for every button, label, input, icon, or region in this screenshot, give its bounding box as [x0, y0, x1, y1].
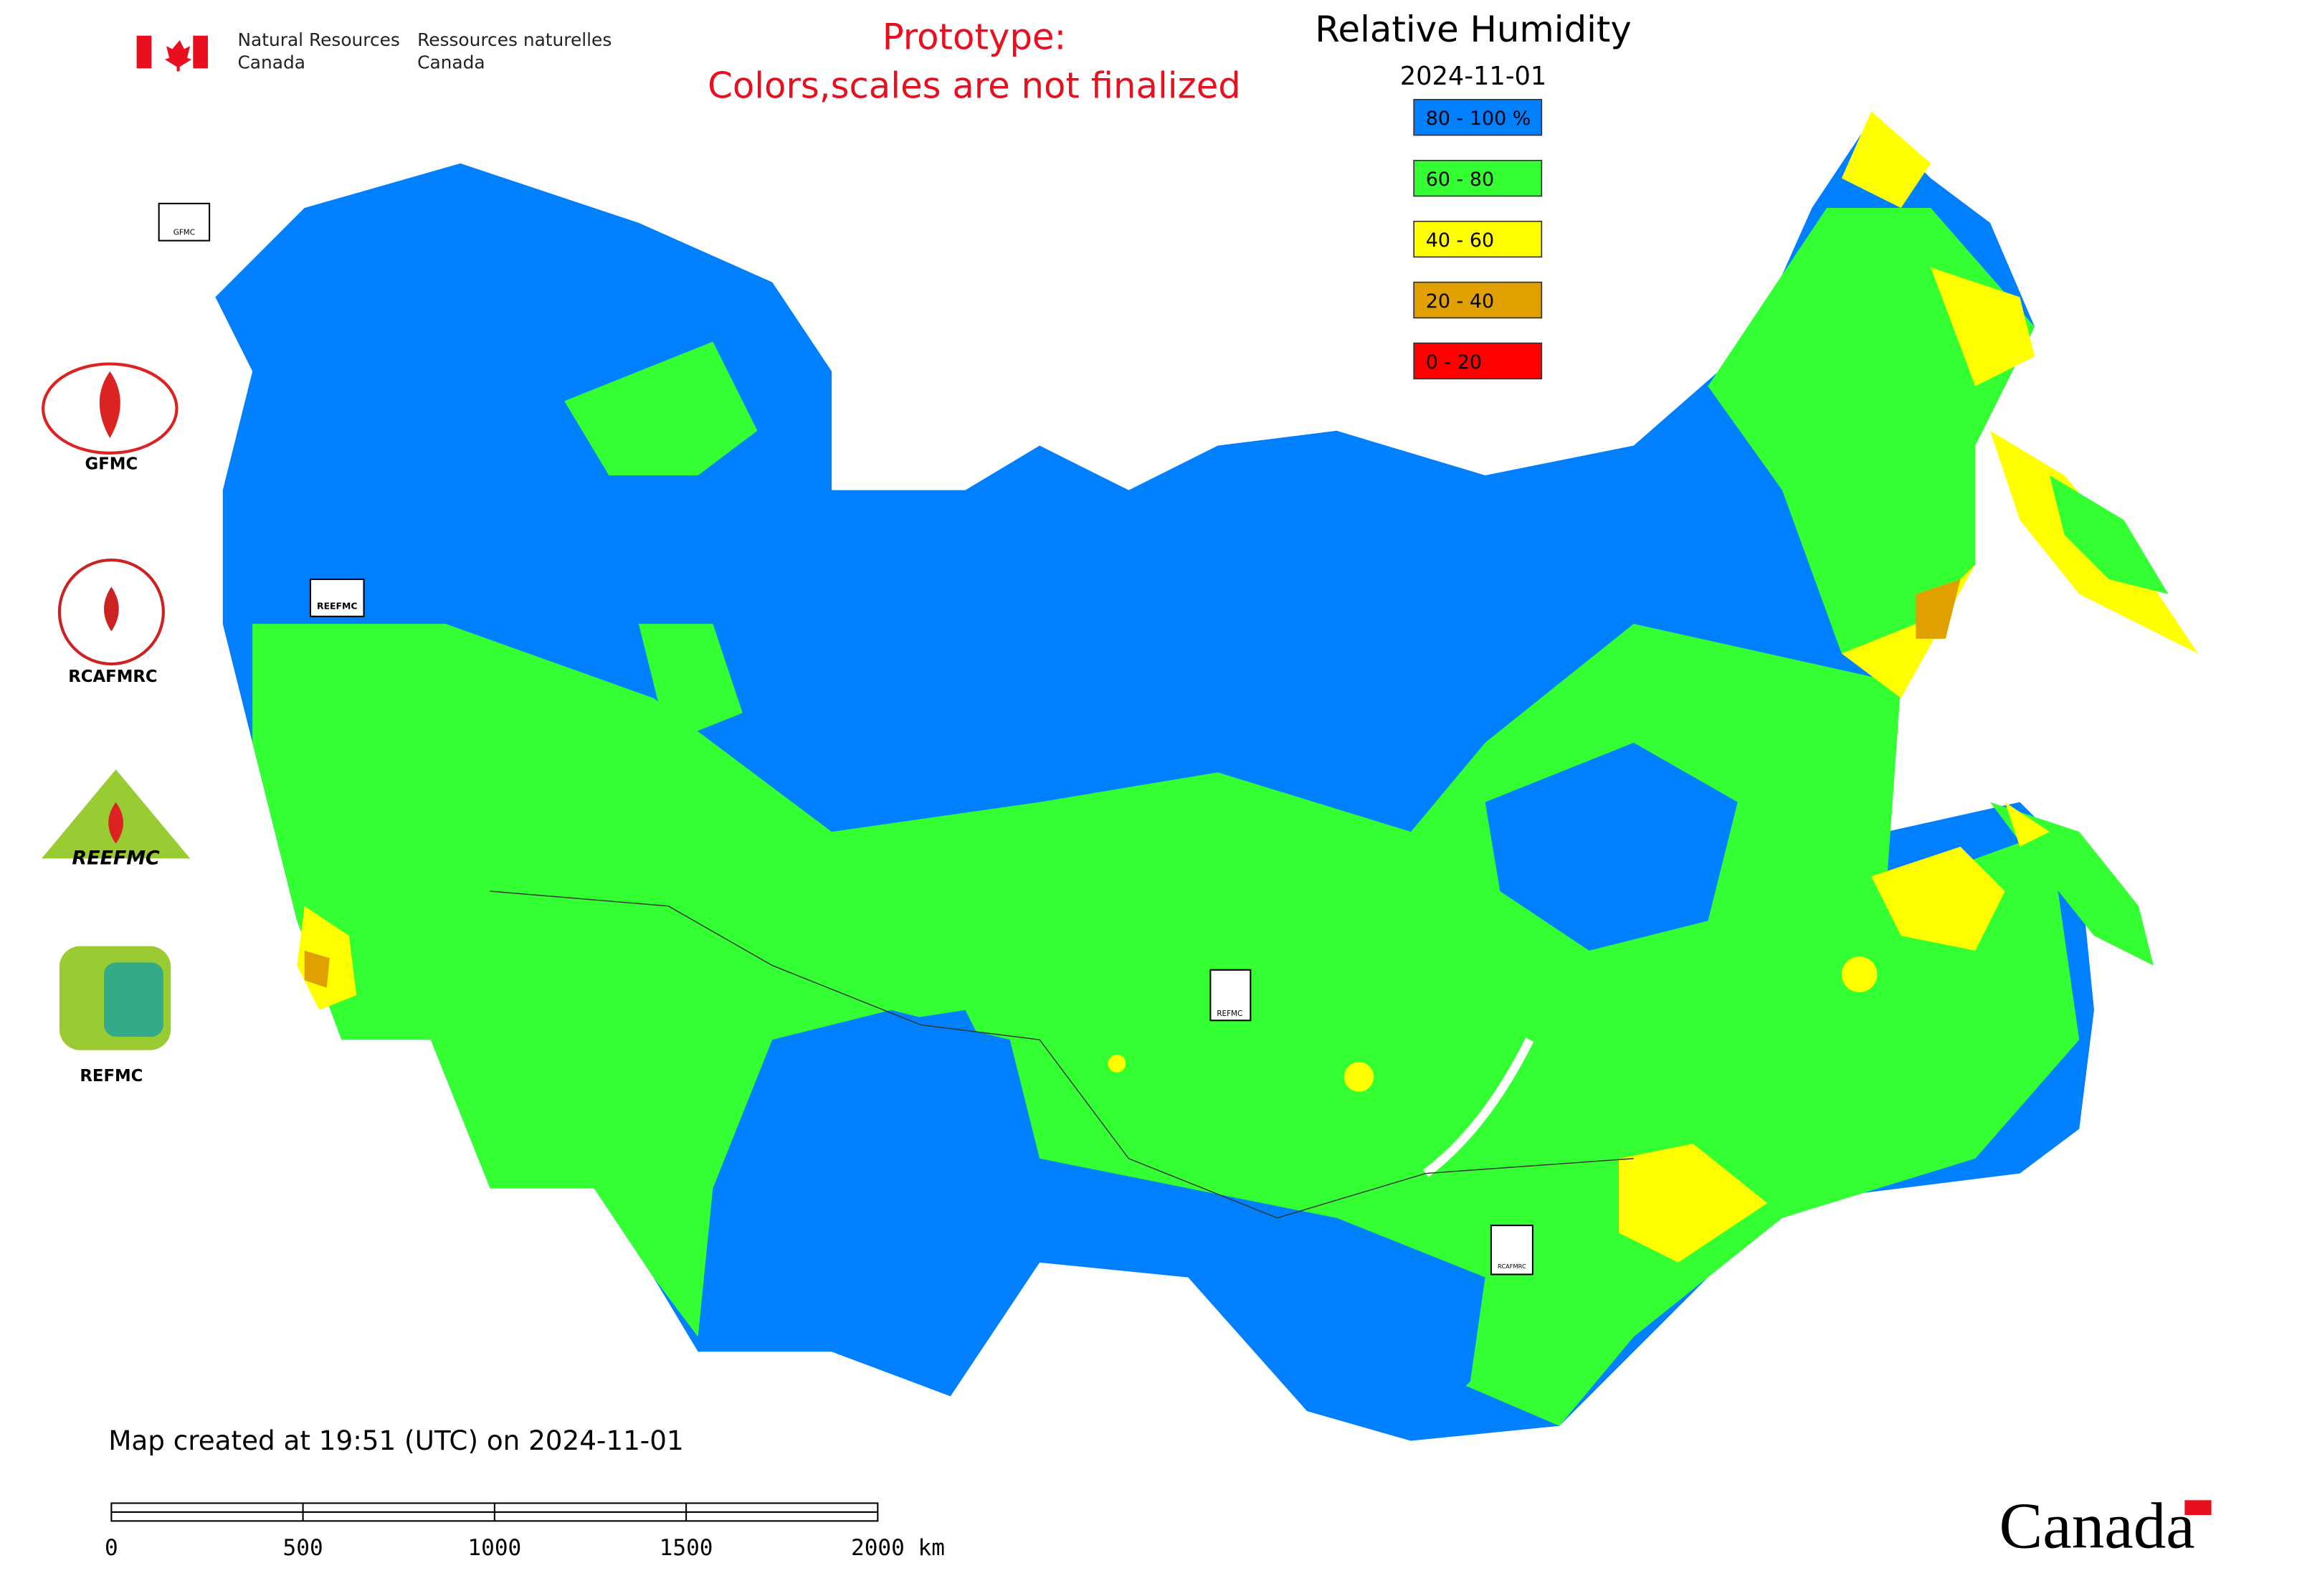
logo-label: REEFMC [72, 847, 160, 870]
legend-label: 40 - 60 [1426, 229, 1494, 252]
legend-swatch [1413, 159, 1543, 197]
wordmark-flag [2184, 1500, 2212, 1516]
badge-label: REFMC [1217, 1010, 1242, 1018]
legend-label: 80 - 100 % [1426, 108, 1531, 130]
canada-flag [136, 35, 209, 72]
badges [158, 202, 1533, 1276]
agency-fr: Ressources naturelles [417, 29, 612, 50]
legend-swatch [1413, 281, 1543, 319]
legend-date: 2024-11-01 [1400, 62, 1547, 91]
logo-label: GFMC [85, 455, 138, 474]
notice: Prototype: [883, 16, 1067, 57]
legend-label: 0 - 20 [1426, 351, 1482, 374]
scale-label: 500 [283, 1535, 323, 1561]
badge-label: REEFMC [317, 600, 357, 611]
badge-label: RCAFMRC [1498, 1263, 1526, 1270]
legend-label: 60 - 80 [1426, 168, 1494, 191]
created-note: Map created at 19:51 (UTC) on 2024-11-01 [108, 1425, 683, 1456]
logo-label: REFMC [80, 1067, 143, 1086]
scale-label: 0 [105, 1535, 118, 1561]
scale-label: 1000 [467, 1535, 521, 1561]
scale-label: 2000 km [851, 1535, 945, 1561]
legend-title: Relative Humidity [1315, 9, 1632, 50]
logos [42, 362, 191, 1050]
notice: Colors,scales are not finalized [708, 65, 1241, 107]
legend: 80 - 100 % 60 - 80 40 - 60 20 - 40 0 - 20 [1413, 98, 1543, 380]
legend-swatch [1413, 342, 1543, 380]
agency-en: Canada [237, 52, 305, 72]
legend-swatch [1413, 98, 1543, 136]
humidity-map [215, 111, 2198, 1441]
badge-label: GFMC [173, 228, 195, 237]
legend-swatch [1413, 220, 1543, 258]
scale-labels: 0 500 1000 1500 2000 km [105, 1535, 945, 1561]
agency-fr: Canada [417, 52, 485, 72]
legend-label: 20 - 40 [1426, 290, 1494, 313]
logo-label: RCAFMRC [68, 668, 157, 686]
agency-en: Natural Resources [237, 29, 399, 50]
canada-wordmark: Canada [1999, 1490, 2194, 1562]
scale-label: 1500 [660, 1535, 713, 1561]
scale-bar [110, 1502, 879, 1522]
